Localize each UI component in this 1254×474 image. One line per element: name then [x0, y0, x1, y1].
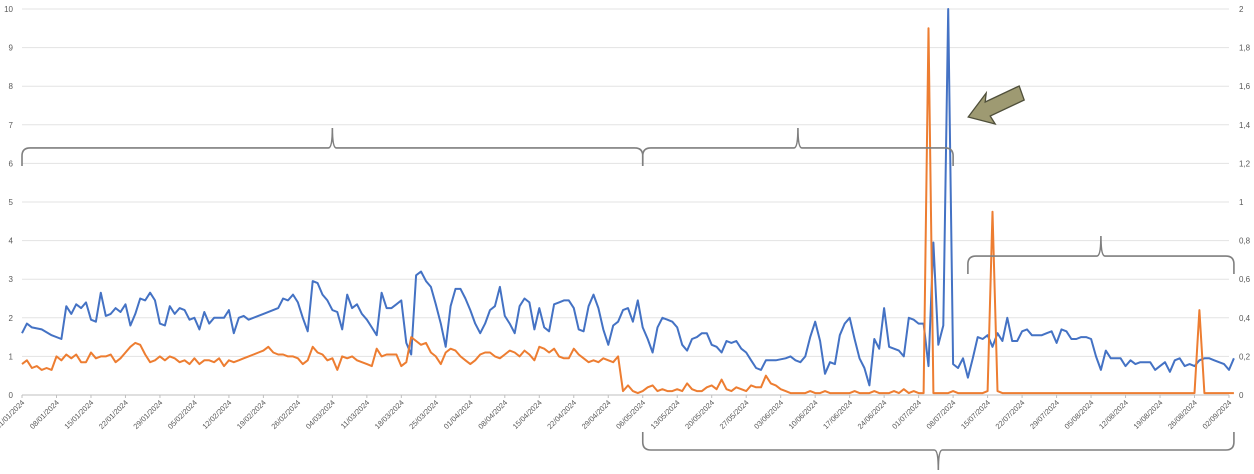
x-tick-label: 29/04/2024 — [580, 398, 613, 431]
x-tick-label: 19/02/2024 — [235, 398, 268, 431]
x-tick-label: 01/07/2024 — [890, 398, 923, 431]
x-tick-label: 13/05/2024 — [649, 398, 682, 431]
series-line-2 — [21, 27, 1234, 395]
right-tick-label: 0,8 — [1239, 237, 1251, 246]
brace-4 — [641, 432, 1235, 471]
right-tick-label: 1 — [1239, 198, 1244, 207]
left-tick-label: 3 — [9, 275, 14, 284]
left-axis-ticks: 0 1 2 3 4 5 6 7 8 9 10 — [4, 5, 13, 400]
x-tick-label: 04/03/2024 — [304, 398, 337, 431]
left-tick-label: 1 — [9, 352, 14, 361]
left-tick-label: 0 — [9, 391, 14, 400]
right-tick-label: 1,4 — [1239, 121, 1251, 130]
x-tick-label: 15/04/2024 — [511, 398, 544, 431]
left-tick-label: 4 — [9, 237, 14, 246]
x-tick-label: 22/04/2024 — [545, 398, 578, 431]
x-tick-label: 15/07/2024 — [959, 398, 992, 431]
x-tick-label: 08/07/2024 — [925, 398, 958, 431]
x-axis-ticks: 01/01/2024 08/01/2024 15/01/2024 22/01/2024… — [0, 395, 1233, 431]
x-tick-label: 29/01/2024 — [131, 398, 164, 431]
x-tick-label: 12/02/2024 — [200, 398, 233, 431]
x-tick-label: 15/01/2024 — [62, 398, 95, 431]
x-tick-label: 11/03/2024 — [339, 398, 372, 431]
right-tick-label: 0,2 — [1239, 352, 1251, 361]
left-tick-label: 2 — [9, 314, 14, 323]
x-tick-label: 27/05/2024 — [718, 398, 751, 431]
left-tick-label: 5 — [9, 198, 14, 207]
right-tick-label: 1,8 — [1239, 44, 1251, 53]
right-tick-label: 2 — [1239, 5, 1244, 14]
right-tick-label: 1,2 — [1239, 159, 1251, 168]
right-tick-label: 1,6 — [1239, 82, 1251, 91]
arrow-icon — [967, 85, 1026, 126]
x-tick-label: 01/01/2024 — [0, 398, 26, 431]
x-tick-label: 08/01/2024 — [28, 398, 61, 431]
series-lines — [21, 8, 1235, 395]
left-tick-label: 8 — [9, 82, 14, 91]
x-tick-label: 24/06/2024 — [856, 398, 889, 431]
x-tick-label: 12/08/2024 — [1097, 398, 1130, 431]
left-tick-label: 6 — [9, 159, 14, 168]
right-tick-label: 0 — [1239, 391, 1244, 400]
x-tick-label: 26/02/2024 — [269, 398, 302, 431]
x-tick-label: 22/01/2024 — [97, 398, 130, 431]
x-tick-label: 05/02/2024 — [166, 398, 199, 431]
x-tick-label: 10/06/2024 — [787, 398, 820, 431]
right-tick-label: 0,4 — [1239, 314, 1251, 323]
series-line-1 — [21, 8, 1235, 387]
x-tick-label: 08/04/2024 — [476, 398, 509, 431]
gridlines — [22, 8, 1229, 396]
brace-3 — [967, 236, 1235, 275]
x-tick-label: 02/09/2024 — [1201, 398, 1234, 431]
x-tick-label: 05/08/2024 — [1063, 398, 1096, 431]
x-tick-label: 19/08/2024 — [1132, 398, 1165, 431]
x-tick-label: 18/03/2024 — [373, 398, 406, 431]
x-tick-label: 06/05/2024 — [614, 398, 647, 431]
x-tick-label: 25/03/2024 — [407, 398, 440, 431]
right-tick-label: 0,6 — [1239, 275, 1251, 284]
brace-2 — [641, 127, 954, 166]
left-tick-label: 7 — [9, 121, 14, 130]
x-tick-label: 17/06/2024 — [821, 398, 854, 431]
brace-1 — [21, 127, 644, 166]
right-axis-ticks: 0 0,2 0,4 0,6 0,8 1 1,2 1,4 1,6 1,8 2 — [1239, 5, 1251, 400]
x-tick-label: 03/06/2024 — [752, 398, 785, 431]
x-tick-label: 22/07/2024 — [994, 398, 1027, 431]
left-tick-label: 9 — [9, 44, 14, 53]
x-tick-label: 29/07/2024 — [1028, 398, 1061, 431]
left-tick-label: 10 — [4, 5, 13, 14]
annotations — [21, 85, 1235, 471]
x-tick-label: 26/08/2024 — [1166, 398, 1199, 431]
x-tick-label: 20/05/2024 — [683, 398, 716, 431]
x-tick-label: 01/04/2024 — [442, 398, 475, 431]
